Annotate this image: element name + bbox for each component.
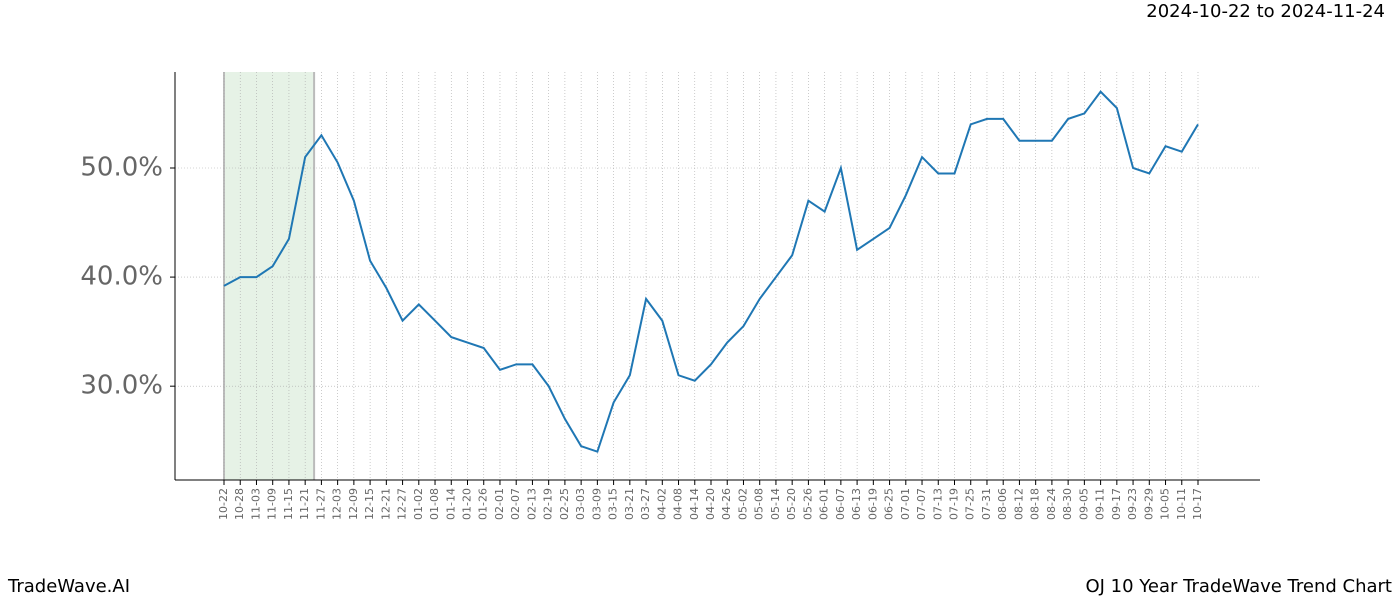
x-tick-label: 07-31 — [980, 488, 993, 520]
x-tick-label: 09-11 — [1094, 488, 1107, 520]
x-tick-label: 07-07 — [915, 488, 928, 520]
x-tick-label: 04-14 — [688, 488, 701, 520]
x-tick-label: 01-08 — [428, 488, 441, 520]
x-tick-label: 05-14 — [769, 488, 782, 520]
x-tick-label: 04-02 — [655, 488, 668, 520]
x-tick-label: 03-03 — [574, 488, 587, 520]
x-tick-label: 08-24 — [1045, 488, 1058, 520]
x-tick-label: 06-01 — [818, 488, 831, 520]
x-tick-label: 04-26 — [720, 488, 733, 520]
x-tick-label: 08-12 — [1012, 488, 1025, 520]
x-tick-label: 08-18 — [1029, 488, 1042, 520]
x-tick-label: 05-02 — [736, 488, 749, 520]
x-tick-label: 06-25 — [883, 488, 896, 520]
x-tick-label: 12-03 — [331, 488, 344, 520]
y-tick-label: 30.0% — [80, 371, 163, 401]
x-tick-label: 09-05 — [1077, 488, 1090, 520]
x-tick-label: 04-20 — [704, 488, 717, 520]
x-tick-label: 10-05 — [1159, 488, 1172, 520]
x-tick-label: 01-26 — [477, 488, 490, 520]
x-tick-label: 01-02 — [412, 488, 425, 520]
x-tick-label: 09-23 — [1126, 488, 1139, 520]
y-tick-label: 40.0% — [80, 262, 163, 292]
x-tick-label: 02-25 — [558, 488, 571, 520]
x-tick-label: 05-26 — [801, 488, 814, 520]
x-tick-label: 12-27 — [396, 488, 409, 520]
x-tick-label: 07-01 — [899, 488, 912, 520]
x-tick-label: 12-21 — [379, 488, 392, 520]
x-tick-label: 11-21 — [298, 488, 311, 520]
x-tick-label: 11-15 — [282, 488, 295, 520]
x-tick-label: 05-08 — [753, 488, 766, 520]
x-tick-label: 07-19 — [948, 488, 961, 520]
x-tick-label: 09-17 — [1110, 488, 1123, 520]
x-tick-label: 07-25 — [964, 488, 977, 520]
footer-left: TradeWave.AI — [7, 576, 130, 597]
x-tick-label: 03-21 — [623, 488, 636, 520]
x-tick-label: 09-29 — [1142, 488, 1155, 520]
x-tick-label: 10-22 — [217, 488, 230, 520]
x-tick-label: 12-09 — [347, 488, 360, 520]
x-tick-label: 01-20 — [461, 488, 474, 520]
x-tick-label: 05-20 — [785, 488, 798, 520]
x-tick-label: 02-07 — [509, 488, 522, 520]
x-tick-label: 10-17 — [1191, 488, 1204, 520]
x-tick-label: 12-15 — [363, 488, 376, 520]
chart-title: 2024-10-22 to 2024-11-24 — [1146, 1, 1385, 22]
x-tick-label: 01-14 — [444, 488, 457, 520]
x-tick-label: 06-19 — [866, 488, 879, 520]
footer-right: OJ 10 Year TradeWave Trend Chart — [1085, 576, 1392, 597]
x-tick-label: 02-01 — [493, 488, 506, 520]
x-tick-label: 08-30 — [1061, 488, 1074, 520]
y-tick-label: 50.0% — [80, 153, 163, 183]
x-tick-label: 11-09 — [266, 488, 279, 520]
x-tick-label: 06-13 — [850, 488, 863, 520]
x-tick-label: 11-27 — [314, 488, 327, 520]
x-tick-label: 03-09 — [590, 488, 603, 520]
x-tick-label: 02-19 — [542, 488, 555, 520]
x-tick-label: 10-28 — [233, 488, 246, 520]
x-tick-label: 02-13 — [525, 488, 538, 520]
x-tick-label: 10-11 — [1175, 488, 1188, 520]
x-tick-label: 11-03 — [249, 488, 262, 520]
x-tick-label: 03-27 — [639, 488, 652, 520]
x-tick-label: 04-08 — [672, 488, 685, 520]
x-tick-label: 06-07 — [834, 488, 847, 520]
x-tick-label: 03-15 — [607, 488, 620, 520]
x-tick-label: 07-13 — [931, 488, 944, 520]
data-line — [223, 90, 1199, 453]
x-tick-label: 08-06 — [996, 488, 1009, 520]
highlight-window — [224, 72, 315, 480]
